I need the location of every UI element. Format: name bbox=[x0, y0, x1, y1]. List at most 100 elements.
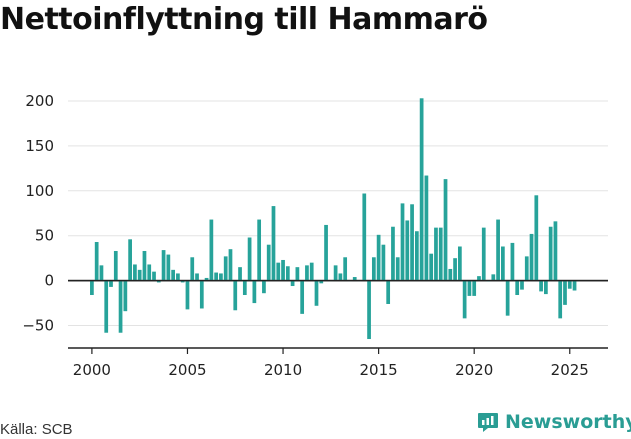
bar bbox=[309, 262, 314, 281]
bar bbox=[395, 257, 400, 281]
bar bbox=[338, 273, 343, 281]
bar bbox=[137, 269, 142, 281]
bar bbox=[290, 280, 295, 287]
y-tick-label: 100 bbox=[25, 182, 54, 200]
bar bbox=[257, 219, 262, 281]
y-tick-label: 150 bbox=[25, 137, 54, 155]
bar bbox=[147, 264, 152, 281]
x-tick-label: 2015 bbox=[360, 361, 398, 379]
bar bbox=[505, 280, 510, 316]
bar bbox=[214, 272, 219, 281]
bar bbox=[362, 193, 367, 281]
bar bbox=[414, 231, 419, 281]
bar bbox=[553, 221, 558, 281]
chart-title: Nettoinflyttning till Hammarö bbox=[0, 2, 488, 37]
bar bbox=[501, 246, 505, 281]
y-tick-label: 0 bbox=[44, 272, 54, 290]
bar bbox=[529, 233, 534, 281]
bar bbox=[419, 98, 424, 281]
brand-label: Newsworthy bbox=[505, 411, 631, 433]
bar bbox=[520, 280, 524, 290]
bar bbox=[185, 280, 190, 310]
bar bbox=[223, 256, 228, 281]
bar bbox=[443, 179, 448, 281]
x-tick-labels: 2000 2005 2010 2015 2020 2025 bbox=[73, 361, 589, 379]
bar bbox=[166, 254, 171, 281]
y-tick-label: 50 bbox=[35, 227, 54, 245]
bar bbox=[400, 203, 405, 281]
bar bbox=[128, 239, 132, 281]
gridlines bbox=[68, 100, 608, 327]
bar bbox=[572, 280, 577, 291]
bar bbox=[462, 280, 467, 319]
bar bbox=[123, 280, 128, 312]
bar bbox=[314, 280, 319, 306]
bar bbox=[453, 258, 457, 281]
bar bbox=[276, 262, 281, 281]
bar bbox=[567, 280, 572, 289]
bar bbox=[424, 175, 429, 281]
bar bbox=[563, 280, 567, 305]
bar bbox=[391, 226, 395, 281]
bar bbox=[491, 274, 496, 281]
bar bbox=[133, 264, 137, 281]
bar bbox=[386, 280, 391, 304]
bar bbox=[333, 265, 338, 281]
bar bbox=[209, 219, 214, 281]
x-tick-label: 2005 bbox=[168, 361, 206, 379]
bar bbox=[233, 280, 238, 311]
bar bbox=[266, 244, 271, 281]
bar bbox=[271, 206, 276, 281]
bar bbox=[481, 227, 486, 281]
bar bbox=[472, 280, 477, 296]
x-tick-label: 2020 bbox=[455, 361, 493, 379]
bar bbox=[113, 250, 118, 281]
bar bbox=[319, 280, 324, 284]
bar bbox=[496, 219, 500, 281]
bar bbox=[515, 280, 520, 296]
source-note: Källa: SCB bbox=[0, 421, 73, 438]
y-tick-label: 200 bbox=[25, 92, 54, 110]
bar bbox=[477, 276, 481, 281]
bar bbox=[343, 257, 348, 281]
bar bbox=[524, 256, 529, 281]
bar bbox=[285, 266, 290, 281]
x-tick-label: 2000 bbox=[73, 361, 111, 379]
bar bbox=[457, 246, 462, 281]
axes bbox=[68, 279, 608, 354]
newsworthy-brand: Newsworthy bbox=[476, 410, 631, 434]
bar bbox=[305, 265, 309, 281]
bar bbox=[238, 267, 242, 281]
bar bbox=[142, 250, 147, 281]
x-tick-label: 2010 bbox=[264, 361, 302, 379]
bar bbox=[295, 267, 300, 281]
bar bbox=[199, 280, 204, 309]
bar bbox=[544, 280, 548, 295]
bar bbox=[176, 273, 180, 281]
bar bbox=[109, 280, 113, 287]
bar bbox=[371, 257, 376, 281]
bar bbox=[467, 280, 472, 296]
bar bbox=[242, 280, 247, 296]
bar bbox=[352, 277, 357, 281]
bar bbox=[252, 280, 257, 304]
bar bbox=[204, 277, 209, 281]
bar bbox=[161, 250, 166, 281]
bar bbox=[99, 265, 104, 281]
x-tick-label: 2025 bbox=[551, 361, 589, 379]
y-tick-label: −50 bbox=[22, 317, 54, 335]
bar bbox=[219, 273, 223, 281]
y-tick-labels: −50 0 50 100 150 200 bbox=[22, 92, 54, 335]
bar bbox=[104, 280, 109, 333]
bar bbox=[152, 271, 156, 281]
bar bbox=[534, 195, 539, 281]
bar bbox=[156, 280, 161, 283]
bar bbox=[548, 226, 553, 281]
bar bbox=[90, 280, 94, 296]
bar bbox=[180, 280, 185, 283]
bar bbox=[190, 257, 195, 281]
bar bbox=[429, 253, 434, 281]
bar bbox=[228, 249, 233, 281]
bar bbox=[281, 259, 285, 281]
